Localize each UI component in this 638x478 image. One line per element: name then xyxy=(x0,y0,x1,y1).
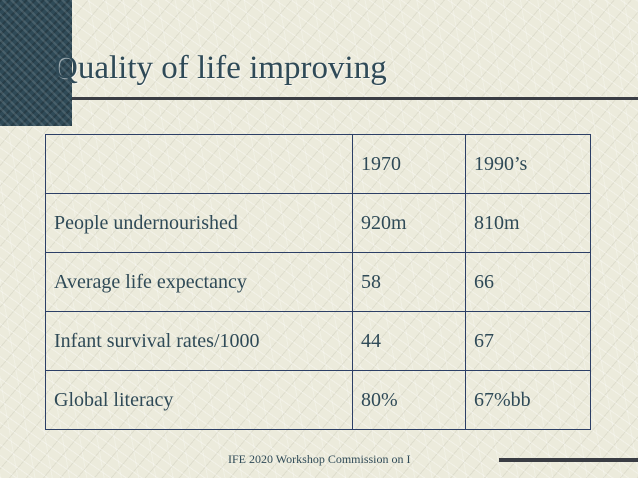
cell-1970: 58 xyxy=(352,252,466,312)
table-row: Global literacy 80% 67%bb xyxy=(45,370,591,430)
row-label: Infant survival rates/1000 xyxy=(45,311,353,371)
cell-1990s: 67 xyxy=(465,311,591,371)
cell-1990s: 810m xyxy=(465,193,591,253)
header-cell-1990s: 1990’s xyxy=(465,134,591,194)
cell-1970: 80% xyxy=(352,370,466,430)
row-label: Global literacy xyxy=(45,370,353,430)
row-label: People undernourished xyxy=(45,193,353,253)
header-cell-1970: 1970 xyxy=(352,134,466,194)
cell-1970: 44 xyxy=(352,311,466,371)
slide-title: Quality of life improving xyxy=(54,50,387,86)
quality-of-life-table: 1970 1990’s People undernourished 920m 8… xyxy=(45,134,591,430)
title-underline-rule xyxy=(72,97,638,100)
table-row: Average life expectancy 58 66 xyxy=(45,252,591,312)
table-row: People undernourished 920m 810m xyxy=(45,193,591,253)
footer-rule xyxy=(499,458,638,462)
header-cell-empty xyxy=(45,134,353,194)
corner-decoration xyxy=(0,0,72,126)
table-header-row: 1970 1990’s xyxy=(45,134,591,194)
slide-footer: IFE 2020 Workshop Commission on I xyxy=(228,452,411,466)
cell-1990s: 66 xyxy=(465,252,591,312)
table-row: Infant survival rates/1000 44 67 xyxy=(45,311,591,371)
cell-1970: 920m xyxy=(352,193,466,253)
cell-1990s: 67%bb xyxy=(465,370,591,430)
row-label: Average life expectancy xyxy=(45,252,353,312)
